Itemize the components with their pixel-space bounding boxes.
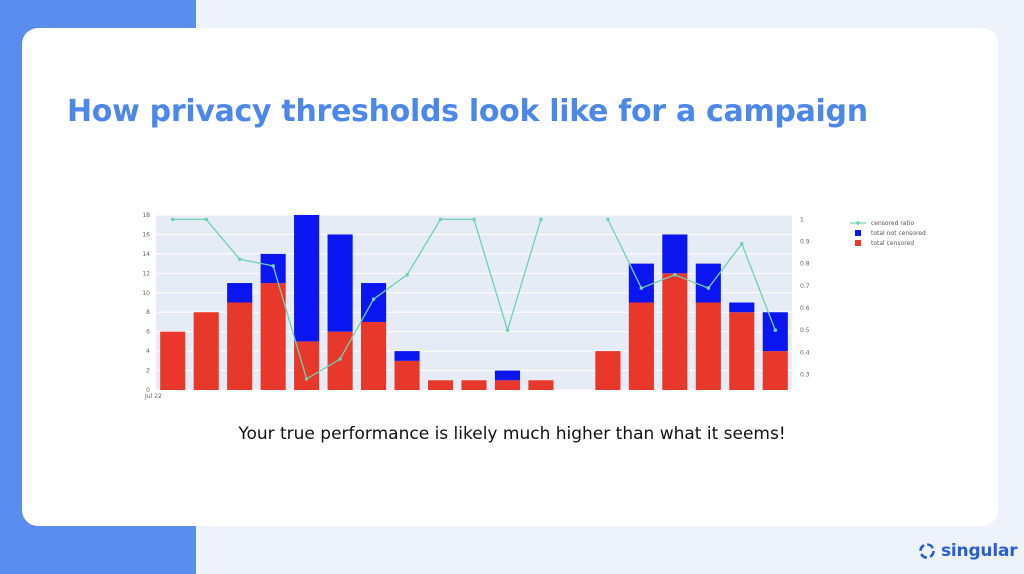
singular-logo: singular [918,540,1018,562]
bar-total-censored [528,380,554,390]
bar-total-censored [461,380,487,390]
right-axis-tick-label: 0.7 [800,283,810,290]
left-axis-tick-label: 16 [142,231,150,238]
left-axis-tick-label: 8 [146,309,150,316]
bar-total-censored [762,351,788,390]
bar-total-not-censored [494,370,521,381]
censored-ratio-point [371,297,376,301]
censored-ratio-point [170,217,175,222]
bar-total-censored [260,283,286,390]
bar-total-not-censored [662,234,688,274]
bar-total-censored [160,331,186,390]
left-axis-tick-label: 2 [146,368,150,375]
censored-ratio-point [204,217,209,222]
censored-ratio-point [606,217,610,222]
right-axis-tick-label: 0.4 [800,349,810,356]
censored-ratio-point [304,377,309,381]
bar-total-censored [394,360,420,390]
bar-total-censored [361,321,387,390]
brand-name: singular [941,541,1018,561]
legend-swatch-box [855,230,861,236]
left-axis-tick-label: 4 [146,348,150,355]
right-axis-tick-label: 0.9 [800,239,810,246]
censored-ratio-point [505,328,510,332]
censored-ratio-point [438,217,443,222]
left-axis-tick-label: 12 [142,270,150,277]
censored-ratio-point [472,217,476,222]
bar-total-not-censored [260,253,286,284]
right-axis-tick-label: 0.6 [800,305,810,312]
bar-total-not-censored [327,234,353,332]
bar-total-not-censored [394,351,420,361]
slide-title: How privacy thresholds look like for a c… [67,94,868,129]
bar-total-censored [193,312,219,390]
bar-total-censored [427,380,454,390]
bar-total-censored [327,331,353,390]
left-axis-tick-label: 14 [142,251,150,258]
legend-entry-label: total not censored [871,230,926,237]
singular-logo-icon [919,543,935,559]
bar-total-not-censored [729,302,755,313]
bar-total-censored [227,302,253,390]
right-axis-tick-label: 0.8 [800,261,810,268]
bar-total-not-censored [227,283,253,303]
right-axis-tick-label: 1 [800,216,804,223]
x-axis-tick-label: Jul 22 [144,393,162,400]
censored-ratio-point [405,273,409,277]
right-axis-tick-label: 0.5 [800,327,810,334]
bar-total-censored [494,380,521,390]
slide-caption: Your true performance is likely much hig… [238,424,786,444]
bar-total-censored [628,302,654,390]
stacked-bar-chart: 0 2 4 6 8 10 12 14 16 18 0.3 0.4 0.5 0.6 0.7 0.8 0.9 1 Jul… [142,212,926,400]
censored-ratio-point [706,286,711,290]
left-axis-tick-label: 6 [146,329,150,336]
legend-swatch-box [855,240,861,246]
bar-total-censored [695,302,721,390]
censored-ratio-point [773,328,778,332]
censored-ratio-point [539,217,543,222]
censored-ratio-line [172,218,542,380]
censored-ratio-point [338,357,342,361]
censored-ratio-point [673,273,677,277]
censored-ratio-point [237,257,242,262]
bar-total-not-censored [294,215,320,342]
bar-total-not-censored [695,263,721,303]
bar-total-censored [729,312,755,390]
legend-entry-label: censored ratio [871,220,914,227]
legend-swatch-point [856,221,860,225]
legend-entry-label: total censored [871,240,914,247]
left-axis-tick-label: 18 [142,212,150,219]
left-axis-tick-label: 0 [146,387,150,394]
censored-ratio-point [271,264,275,268]
right-axis-tick-label: 0.3 [800,371,810,378]
censored-ratio-line [607,219,776,331]
left-axis-tick-label: 10 [142,290,150,297]
censored-ratio-point [739,241,744,246]
bar-total-censored [595,351,621,390]
censored-ratio-point [639,286,644,290]
bar-total-censored [662,273,688,390]
